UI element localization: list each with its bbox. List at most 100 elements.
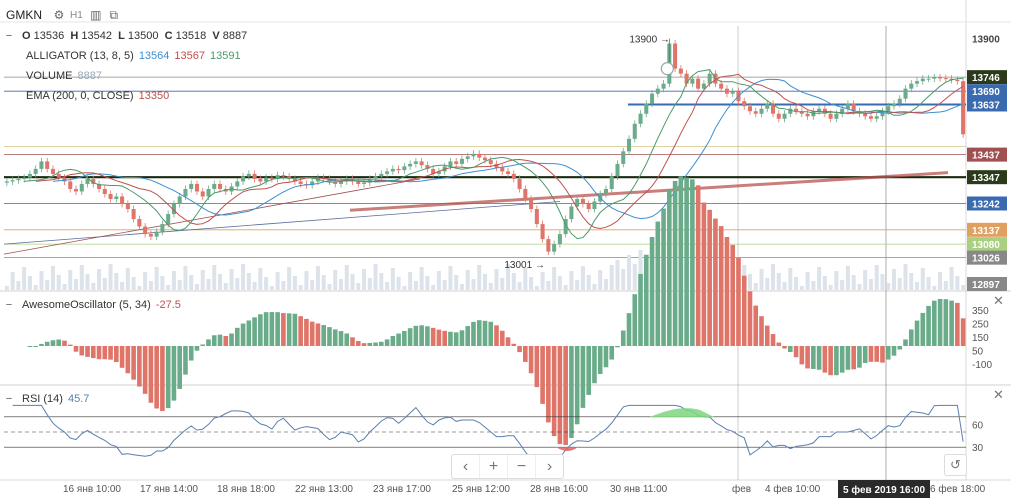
candle-body [926,78,931,80]
ao-legend[interactable]: − AwesomeOscillator (5, 34) -27.5 [4,299,181,311]
scroll-right-button[interactable]: › [546,458,553,475]
volume-bar [563,285,568,290]
volume-bar [327,284,332,290]
price-tag-bg [967,250,1007,265]
high-label: H [70,30,79,42]
candle-body [817,108,822,112]
ao-bar [943,299,949,346]
ao-bar [499,330,505,346]
zoom-in-button[interactable]: + [480,455,508,478]
ao-bar [309,321,315,346]
price-tag-bg [967,70,1007,85]
candle-body [108,193,113,199]
candle-body [655,88,660,94]
volume-legend[interactable]: VOLUME 8887 [26,70,102,82]
volume-bar [419,267,424,290]
candle-body [759,108,764,114]
ao-bar [471,321,476,346]
rsi-legend[interactable]: − RSI (14) 45.7 [4,393,90,405]
volume-bar [194,284,199,290]
rsi-collapse-icon[interactable]: − [5,393,13,405]
scroll-left-button[interactable]: ‹ [452,455,480,478]
candle-body [701,83,706,89]
ao-collapse-icon[interactable]: − [5,299,13,311]
alligator-legend[interactable]: ALLIGATOR (13, 8, 5) 13564 13567 13591 [26,50,241,62]
ao-bar [160,346,165,411]
ao-bar [713,218,718,346]
bar-chart-icon[interactable]: ▥ [90,8,102,22]
candle-body [287,176,292,179]
ao-bar [275,312,280,346]
ao-bar [523,346,528,362]
volume-bar [517,282,522,290]
ema-legend[interactable]: EMA (200, 0, CLOSE) 13350 [26,90,169,102]
candle-body [465,156,470,159]
volume-bar [776,273,781,290]
volume-bar [166,285,171,290]
ao-bar [505,337,511,346]
ao-bar [908,329,914,346]
candle-body [696,78,701,89]
zoom-out-button[interactable]: − [508,455,536,478]
candle-body [338,181,344,184]
ao-bar [632,294,638,346]
price-tag-label: 13080 [972,240,1000,251]
volume-bar [356,283,361,290]
ao-bar [425,326,430,346]
reset-button[interactable]: ↺ [944,454,967,476]
candle-body [863,113,868,117]
volume-bar [39,271,44,290]
ao-bar [839,346,845,373]
volume-bar [183,266,188,290]
ao-bar [108,346,113,360]
volume-bar [177,280,182,290]
volume-bar [834,271,839,290]
volume-bar [264,277,269,290]
ao-bar [753,305,759,346]
candle-body [419,161,424,166]
ao-bar [845,346,851,370]
compare-icon[interactable]: ⧉ [109,8,119,22]
ao-bar [281,313,286,346]
candle-body [834,113,839,119]
symbol-name[interactable]: GMKN [6,8,42,22]
collapse-icon[interactable]: − [5,30,13,42]
candle-body [730,91,735,94]
ao-close-icon[interactable]: ✕ [993,293,1004,308]
ao-bar [137,346,142,387]
ao-bar [396,333,401,346]
candle-body [938,77,943,79]
volume-bar [759,269,764,290]
candle-body [517,178,522,189]
ao-bar [171,346,177,401]
price-tag-bg [967,237,1007,252]
candle-body [16,178,21,181]
ao-bar [229,333,234,346]
ao-value: -27.5 [155,299,181,311]
volume-bar [344,265,349,290]
volume-bar [753,283,758,290]
ao-bar [114,346,119,363]
ao-bar [286,313,292,346]
volume-bar [4,286,9,290]
timeframe-label[interactable]: H1 [70,9,83,21]
ao-bar [805,346,810,369]
ao-bar [540,346,545,404]
candle-body [454,161,459,164]
ohlcv-row: − O 13536 H 13542 L 13500 C 13518 V 8887 [4,30,247,42]
rsi-close-icon[interactable]: ✕ [993,387,1004,402]
candle-body [874,116,879,119]
gear-icon[interactable]: ⚙ [53,8,65,22]
ao-bar [131,346,136,380]
candle-body [494,163,499,168]
ao-bar [488,321,494,346]
volume-bar [494,269,499,290]
volume-bar [575,280,580,290]
volume-bar [292,276,297,290]
candle-body [638,113,643,124]
ao-bar [903,339,908,346]
volume-bar [131,277,136,290]
candle-body [154,231,159,237]
